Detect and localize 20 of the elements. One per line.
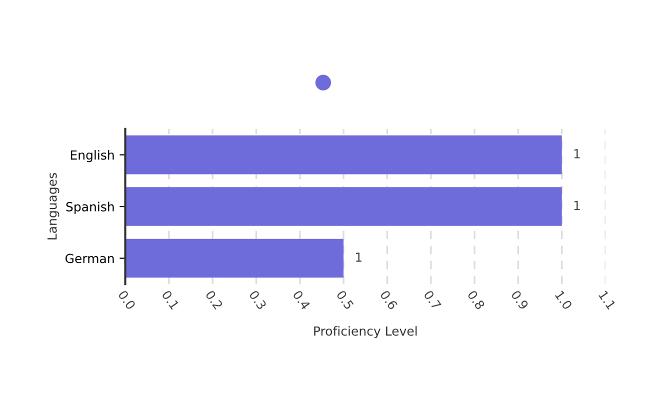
x-tick-label: 0.7 <box>423 290 442 310</box>
x-tick-label: 0.3 <box>248 290 267 310</box>
y-axis-title: Languages <box>48 173 60 240</box>
data-label: 1 <box>356 252 362 262</box>
y-tick-label: German <box>65 254 114 264</box>
data-label: 1 <box>574 149 580 158</box>
x-tick-label: 1.1 <box>598 290 616 310</box>
x-tick-label: 1.0 <box>554 290 573 310</box>
x-tick-label: 0.4 <box>292 290 311 310</box>
data-label: 1 <box>574 200 580 210</box>
x-tick-label: 0.8 <box>467 290 486 310</box>
x-tick-label: 0.1 <box>161 290 180 310</box>
x-tick-label: 0.6 <box>380 290 398 310</box>
x-tick-label: 0.0 <box>118 290 136 310</box>
x-axis-title: Proficiency Level <box>314 326 417 338</box>
x-tick-label: 0.9 <box>510 290 529 310</box>
y-tick-label: Spanish <box>66 202 114 214</box>
x-tick-label: 0.2 <box>205 290 224 310</box>
x-tick-label: 0.5 <box>336 290 354 310</box>
y-tick-label: English <box>70 150 114 162</box>
